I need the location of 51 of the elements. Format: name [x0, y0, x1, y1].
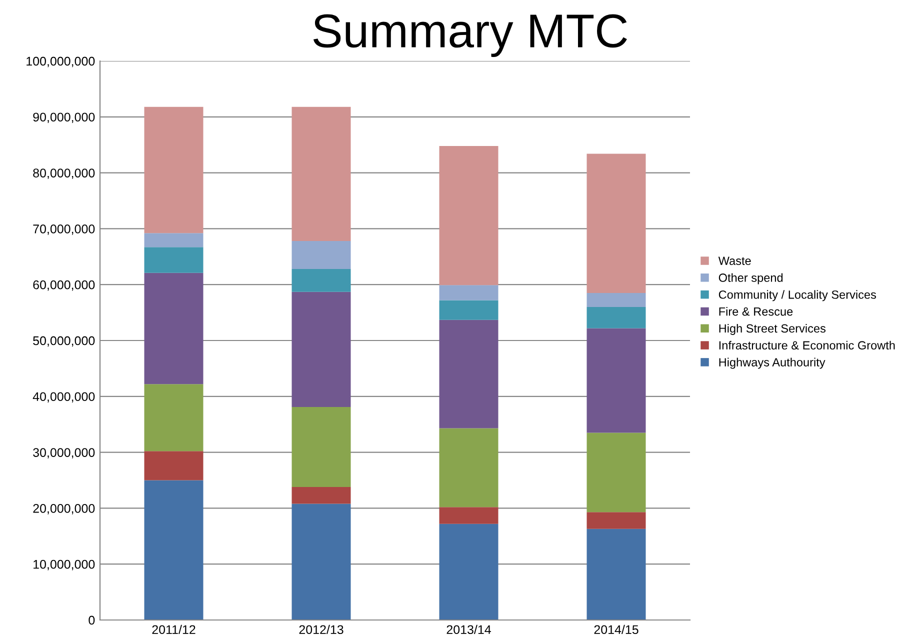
bar — [586, 328, 646, 433]
bar — [586, 528, 646, 620]
bar — [586, 432, 646, 512]
bar — [292, 407, 351, 487]
bar — [292, 486, 351, 504]
bar — [439, 507, 498, 524]
y-tick-label: 50,000,000 — [33, 336, 95, 347]
bar — [144, 272, 204, 384]
bar — [586, 154, 646, 293]
y-tick-label: 0 — [88, 616, 95, 625]
bar — [439, 320, 498, 428]
bar — [439, 300, 498, 320]
y-tick-label: 100,000,000 — [26, 56, 95, 68]
y-tick-label: 80,000,000 — [33, 168, 95, 179]
bar — [586, 306, 646, 328]
x-tick-label: 2011/12 — [152, 624, 196, 634]
chart-title: Summary MTC — [313, 14, 627, 58]
bar — [292, 504, 351, 620]
bar — [586, 512, 646, 529]
bar — [144, 106, 204, 234]
bar — [144, 451, 204, 480]
bar — [144, 233, 204, 248]
y-tick-label: 60,000,000 — [33, 280, 95, 291]
bar — [292, 268, 351, 292]
y-tick-label: 90,000,000 — [33, 112, 95, 124]
bar — [292, 106, 351, 241]
y-tick-label: 20,000,000 — [33, 504, 95, 514]
bar — [144, 384, 204, 452]
bar — [439, 146, 498, 286]
y-tick-label: 70,000,000 — [33, 224, 95, 235]
bar — [439, 524, 498, 620]
legend-label: High Street Services — [719, 324, 826, 335]
bar — [439, 285, 498, 300]
legend-label: Fire & Rescue — [719, 307, 793, 316]
bar — [144, 247, 204, 273]
legend-label: Highways Authourity — [719, 358, 826, 369]
legend-label: Infrastructure & Economic Growth — [719, 340, 895, 350]
y-tick-label: 40,000,000 — [32, 392, 95, 403]
y-tick-label: 10,000,000 — [34, 560, 95, 570]
bar — [292, 292, 351, 408]
bar — [292, 241, 351, 269]
bar — [586, 292, 646, 307]
legend-label: Other spend — [718, 273, 783, 284]
bar — [144, 480, 204, 620]
x-tick-label: 2013/14 — [446, 624, 491, 634]
bar — [439, 428, 498, 508]
y-tick-label: 30,000,000 — [33, 448, 95, 458]
legend-label: Waste — [718, 256, 751, 265]
x-tick-label: 2014/15 — [594, 624, 638, 634]
x-tick-label: 2012/13 — [299, 624, 344, 634]
legend-label: Community / Locality Services — [718, 290, 876, 302]
